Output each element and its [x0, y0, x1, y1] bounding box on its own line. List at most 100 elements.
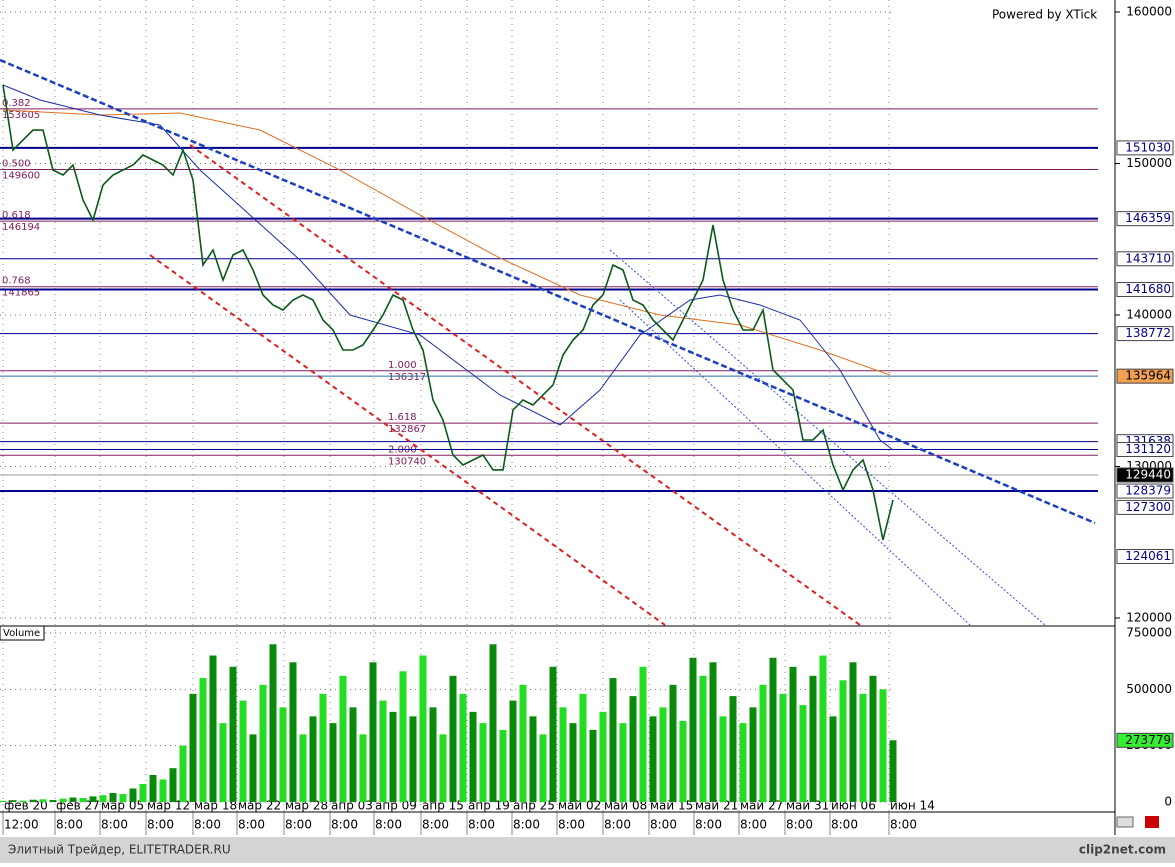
- volume-bar: [249, 734, 257, 802]
- volume-bar: [749, 707, 757, 802]
- volume-bar: [159, 779, 167, 802]
- x-tick-label: 8:00: [147, 818, 174, 832]
- x-tick-label: июн 14: [890, 799, 935, 813]
- level-label: 128379: [1125, 484, 1171, 498]
- volume-bar: [399, 671, 407, 802]
- fib-price: 146194: [2, 222, 40, 233]
- volume-bar: [449, 675, 457, 802]
- x-tick-label: 8:00: [831, 818, 858, 832]
- volume-label-box: [1116, 732, 1174, 748]
- volume-bar: [79, 797, 87, 802]
- y-tick-label: 140000: [1126, 308, 1172, 322]
- volume-bar: [419, 655, 427, 802]
- icon[interactable]: [1145, 816, 1159, 828]
- volume-bar: [689, 657, 697, 802]
- x-tick-label: 8:00: [786, 818, 813, 832]
- level-label: 138772: [1125, 326, 1171, 340]
- volume-bar: [589, 729, 597, 802]
- y-tick-label: 160000: [1126, 5, 1172, 19]
- volume-bar: [59, 798, 67, 802]
- x-tick-label: 8:00: [238, 818, 265, 832]
- y-tick-label: 750000: [1126, 626, 1172, 640]
- volume-bar: [49, 799, 57, 802]
- footer-logo: clip2net.com: [1079, 843, 1166, 857]
- level-label: 135964: [1125, 369, 1171, 383]
- x-tick-label: 8:00: [285, 818, 312, 832]
- volume-bar: [289, 662, 297, 802]
- x-tick-label: апр 19: [468, 799, 510, 813]
- volume-bar: [119, 794, 127, 802]
- volume-bar: [559, 707, 567, 802]
- volume-bar: [729, 696, 737, 802]
- volume-bar: [629, 696, 637, 802]
- volume-bar: [709, 662, 717, 802]
- icon[interactable]: [1116, 816, 1134, 828]
- x-tick-label: 8:00: [604, 818, 631, 832]
- trend-line: [0, 58, 1096, 525]
- volume-bar: [719, 716, 727, 802]
- volume-bar: [509, 700, 517, 802]
- fib-ratio: 0.768: [2, 276, 31, 287]
- fib-price: 132867: [388, 424, 426, 435]
- level-label-box: [1116, 483, 1174, 499]
- volume-bar: [89, 796, 97, 802]
- moving-average: [2, 84, 894, 451]
- volume-bar: [569, 723, 577, 802]
- y-tick-label: 120000: [1126, 611, 1172, 625]
- x-tick-label: 8:00: [101, 818, 128, 832]
- level-label-box: [1116, 368, 1174, 384]
- volume-bar: [759, 684, 767, 802]
- volume-bar: [829, 716, 837, 802]
- level-label: 127300: [1125, 500, 1171, 514]
- volume-bar: [219, 723, 227, 802]
- volume-bar: [699, 675, 707, 802]
- volume-bar: [369, 662, 377, 802]
- x-tick-label: 8:00: [331, 818, 358, 832]
- fib-price: 149600: [2, 171, 40, 182]
- level-label-box: [1116, 442, 1174, 458]
- volume-bar: [469, 711, 477, 802]
- volume-bar: [409, 716, 417, 802]
- volume-bar: [459, 693, 467, 802]
- volume-bar: [619, 723, 627, 802]
- footer-bar: [0, 837, 1175, 863]
- y-tick-label: 500000: [1126, 682, 1172, 696]
- x-tick-label: 8:00: [650, 818, 677, 832]
- level-label-box: [1116, 140, 1174, 156]
- volume-bar: [179, 745, 187, 802]
- volume-bar: [39, 799, 47, 802]
- x-tick-label: 8:00: [558, 818, 585, 832]
- volume-bar: [19, 800, 27, 802]
- volume-bar: [849, 662, 857, 802]
- volume-bar: [379, 700, 387, 802]
- volume-bar: [599, 711, 607, 802]
- volume-bar: [769, 657, 777, 802]
- x-tick-label: 8:00: [513, 818, 540, 832]
- level-label: 151030: [1125, 140, 1171, 154]
- channel-line: [189, 144, 861, 626]
- volume-bar: [789, 666, 797, 802]
- volume-bar: [69, 797, 77, 802]
- footer-text: Элитный Трейдер, ELITETRADER.RU: [8, 843, 231, 857]
- volume-bar: [9, 800, 17, 802]
- volume-bar: [99, 795, 107, 802]
- volume-bar: [679, 720, 687, 802]
- volume-bar: [239, 700, 247, 802]
- level-label-box: [1116, 326, 1174, 342]
- volume-bar: [779, 693, 787, 802]
- volume-bar: [299, 734, 307, 802]
- volume-bar: [549, 666, 557, 802]
- x-tick-label: фев 27: [56, 799, 100, 813]
- fib-ratio: 1.618: [388, 412, 417, 423]
- volume-bar: [169, 768, 177, 802]
- fib-ratio: 0.618: [2, 210, 31, 221]
- price-line: [2, 84, 894, 541]
- volume-bar: [339, 675, 347, 802]
- fib-ratio: 1.000: [388, 360, 417, 371]
- volume-bar: [539, 734, 547, 802]
- level-label-box: [1116, 467, 1174, 483]
- level-label: 143710: [1125, 251, 1171, 265]
- channel-line: [149, 254, 666, 626]
